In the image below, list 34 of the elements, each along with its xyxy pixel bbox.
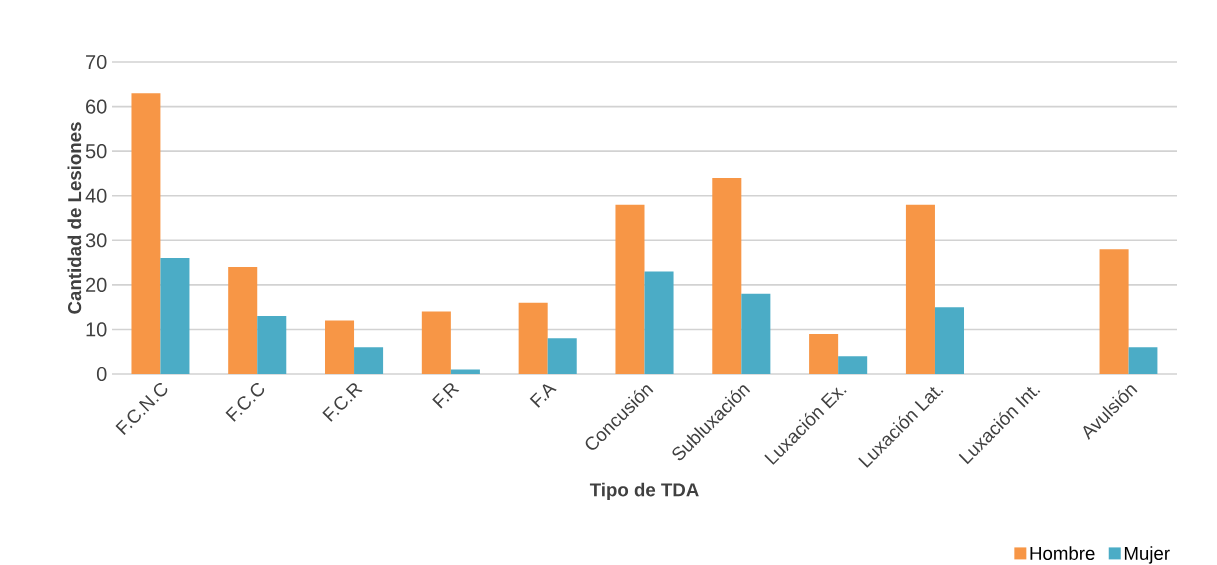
x-tick-label: F.R: [432, 383, 460, 409]
bar: [421, 311, 451, 374]
y-tick-label: 50: [85, 144, 107, 159]
y-tick-label: 30: [85, 233, 107, 248]
bar: [741, 293, 771, 374]
bar: [131, 93, 161, 374]
bar: [160, 258, 190, 374]
bar: [934, 307, 965, 374]
y-tick-label: 60: [86, 99, 107, 114]
y-tick-label: 0: [96, 366, 107, 382]
bar: [354, 347, 384, 374]
bar: [1099, 249, 1129, 374]
x-axis-title: Tipo de TDA: [589, 482, 699, 501]
bar: [1128, 347, 1158, 374]
y-tick-label: 20: [86, 277, 107, 292]
bar: [712, 177, 742, 374]
bar: [518, 302, 548, 374]
legend-label: Hombre: [1030, 546, 1095, 561]
bar: [838, 356, 868, 374]
bar: [809, 333, 839, 374]
legend-label: Mujer: [1124, 546, 1170, 564]
x-tick-label: F.A: [529, 384, 557, 408]
bar: [257, 316, 287, 374]
y-tick-label: 10: [86, 322, 107, 337]
bar: [228, 267, 258, 374]
bar: [615, 204, 645, 374]
bar: [644, 271, 674, 374]
y-tick-label: 40: [85, 188, 107, 203]
bar: [325, 320, 355, 374]
bar: [450, 369, 480, 374]
y-tick-label: 70: [86, 54, 107, 70]
y-axis-title: Cantidad de Lesiones: [67, 122, 82, 314]
bar: [905, 204, 935, 374]
bar: [547, 338, 577, 374]
